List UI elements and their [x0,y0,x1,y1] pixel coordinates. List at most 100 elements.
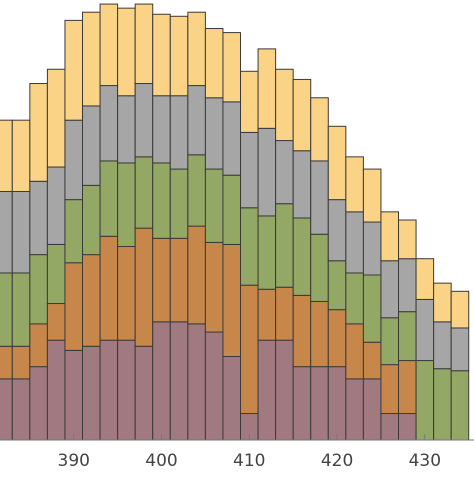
bar-segment [415,360,435,441]
bar-segment [169,15,189,97]
bar-segment [117,162,136,247]
bar-segment [310,97,329,162]
bar-segment [327,309,347,368]
bar-segment [29,323,48,368]
bar-segment [275,203,294,288]
bar-segment [345,211,364,274]
bar-segment [46,243,66,305]
bar-segment [152,13,171,97]
bar-segment [204,168,224,243]
bar-segment [134,345,154,441]
bar-segment [257,215,277,290]
x-tick-label: 400 [145,451,177,471]
x-tick-label: 420 [321,451,353,471]
bar-segment [292,366,312,441]
x-axis: 390 400 410 420 430 [0,434,474,471]
bar-segment [0,345,13,380]
bar-segment [99,160,119,237]
bar-segment [99,339,119,441]
bar-segment [117,245,136,341]
bar-segment [345,156,364,213]
bar-segment [380,317,400,366]
bar-segment [82,105,101,186]
bar-segment [99,85,119,162]
bar-segment [292,78,312,152]
bar-segment [433,321,452,370]
bar-segment [11,119,31,192]
bar-segment [345,323,364,380]
bar-segment [275,339,294,441]
bar-segment [380,364,400,415]
bar-segment [11,190,31,274]
bar-segment [433,282,452,323]
bar-segment [134,83,154,158]
bar-segment [187,85,206,156]
bar-segment [169,237,189,323]
bar-segment [11,272,31,347]
bar-segment [134,227,154,347]
bar-segment [82,254,101,347]
bar-segment [450,290,470,329]
bar-segment [292,294,312,368]
bars-layer [0,3,470,441]
bar-segment [64,262,84,351]
bar-segment [450,370,470,441]
bar-segment [345,272,364,325]
bar-segment [134,156,154,229]
bar-segment [362,378,382,441]
bar-segment [64,119,84,201]
bar-segment [398,258,417,313]
bar-segment [204,331,224,441]
bar-segment [398,360,417,415]
bar-segment [362,168,382,223]
bar-segment [433,368,452,441]
bar-segment [0,119,13,192]
bar-segment [257,339,277,441]
bar-segment [257,288,277,341]
bar-segment [292,217,312,296]
bar-segment [152,162,171,239]
bar-segment [46,166,66,245]
bar-segment [257,48,277,129]
bar-segment [327,125,347,201]
bar-segment [29,366,48,441]
x-tick-label: 410 [233,451,265,471]
bar-segment [222,243,242,357]
bar-segment [82,184,101,256]
bar-segment [222,355,242,441]
bar-segment [327,366,347,441]
bar-segment [46,68,66,168]
bar-segment [187,225,206,325]
bar-segment [275,286,294,341]
bar-segment [152,95,171,164]
bar-segment [187,323,206,441]
bar-segment [82,11,101,107]
bar-segment [169,321,189,441]
bar-segment [450,327,470,372]
bar-segment [0,272,13,347]
bar-segment [99,3,119,87]
bar-segment [310,233,329,302]
bar-segment [64,19,84,121]
bar-segment [240,70,259,133]
bar-segment [11,345,31,380]
bar-segment [257,127,277,217]
bar-segment [169,168,189,239]
bar-segment [117,95,136,164]
bar-segment [222,32,242,103]
bar-segment [64,199,84,264]
bar-segment [29,83,48,182]
bar-segment [240,207,259,286]
bar-segment [327,199,347,262]
bar-segment [415,258,435,300]
x-tick-label: 390 [58,451,90,471]
bar-segment [29,254,48,325]
bar-segment [292,150,312,219]
bar-segment [99,235,119,341]
bar-segment [187,154,206,227]
bar-segment [345,378,364,441]
bar-segment [380,413,400,441]
bar-segment [362,341,382,380]
bar-segment [275,68,294,142]
